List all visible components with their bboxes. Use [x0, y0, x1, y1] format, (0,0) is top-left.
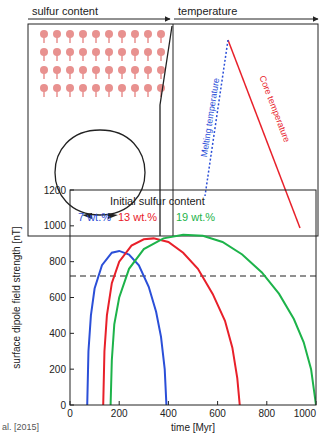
y-tick: [70, 369, 74, 370]
particle: [105, 84, 113, 92]
diagram-frame: [28, 24, 318, 236]
series-label: 19 wt.%: [176, 211, 215, 223]
particle: [66, 48, 74, 56]
particle: [79, 48, 87, 56]
curve-label: Melting temperature: [199, 77, 221, 158]
threshold-line: [70, 275, 316, 276]
particle: [79, 30, 87, 38]
source: al. [2015]: [2, 422, 39, 432]
particle: [157, 84, 165, 92]
y-axis-label: surface dipole field strength [nT]: [11, 226, 22, 369]
header-arrow: [28, 19, 170, 20]
x-tick-label: 1000: [294, 408, 317, 419]
annotation: Initial sulfur content: [110, 195, 205, 207]
particle: [157, 30, 165, 38]
particle: [118, 30, 126, 38]
y-tick-label: 1000: [44, 220, 67, 231]
particle: [53, 30, 61, 38]
particle: [66, 84, 74, 92]
y-tick-label: 1200: [44, 185, 67, 196]
particle: [118, 84, 126, 92]
x-tick-label: 800: [258, 408, 275, 419]
x-tick: [217, 401, 218, 405]
core-temperature-line: [228, 40, 300, 228]
particle: [131, 30, 139, 38]
particle: [118, 48, 126, 56]
particle: [118, 66, 126, 74]
series-label: 7 wt.%: [78, 211, 111, 223]
particle: [144, 30, 152, 38]
particle: [131, 48, 139, 56]
particle: [144, 66, 152, 74]
particle: [53, 48, 61, 56]
particle: [92, 84, 100, 92]
header-arrow: [174, 19, 318, 20]
y-tick: [70, 297, 74, 298]
x-tick-label: 600: [209, 408, 226, 419]
particle: [79, 66, 87, 74]
particle: [53, 66, 61, 74]
y-tick-label: 400: [49, 328, 66, 339]
series-line: [103, 238, 240, 405]
canvas: sulfur content temperature Melting tempera…: [0, 0, 327, 441]
particle: [92, 48, 100, 56]
y-tick-label: 0: [60, 400, 66, 411]
particle: [105, 30, 113, 38]
particle: [131, 66, 139, 74]
particle: [144, 48, 152, 56]
particle: [92, 66, 100, 74]
particle: [157, 66, 165, 74]
particle: [40, 84, 48, 92]
particle: [66, 30, 74, 38]
particle: [131, 84, 139, 92]
particle: [92, 30, 100, 38]
series-line: [111, 235, 316, 405]
x-tick: [266, 401, 267, 405]
particle: [79, 84, 87, 92]
header: temperature: [178, 5, 237, 17]
curve-label: Core temperature: [257, 74, 292, 143]
x-tick-label: 200: [111, 408, 128, 419]
particle: [144, 84, 152, 92]
series-label: 13 wt.%: [118, 211, 157, 223]
particle: [105, 48, 113, 56]
x-tick-label: 400: [160, 408, 177, 419]
particle: [40, 30, 48, 38]
plot-frame: [70, 190, 316, 405]
particle: [66, 66, 74, 74]
x-tick: [119, 401, 120, 405]
x-tick: [168, 401, 169, 405]
header: sulfur content: [32, 5, 98, 17]
particle: [53, 84, 61, 92]
plot-area: [70, 235, 316, 405]
y-tick-label: 600: [49, 292, 66, 303]
y-tick-label: 800: [49, 256, 66, 267]
y-tick: [70, 225, 74, 226]
particle: [157, 48, 165, 56]
y-tick: [70, 333, 74, 334]
particle: [105, 66, 113, 74]
particle: [40, 48, 48, 56]
particle: [40, 66, 48, 74]
y-tick-label: 200: [49, 364, 66, 375]
x-tick-label: 0: [67, 408, 73, 419]
x-axis-label: time [Myr]: [171, 422, 215, 433]
y-tick: [70, 261, 74, 262]
